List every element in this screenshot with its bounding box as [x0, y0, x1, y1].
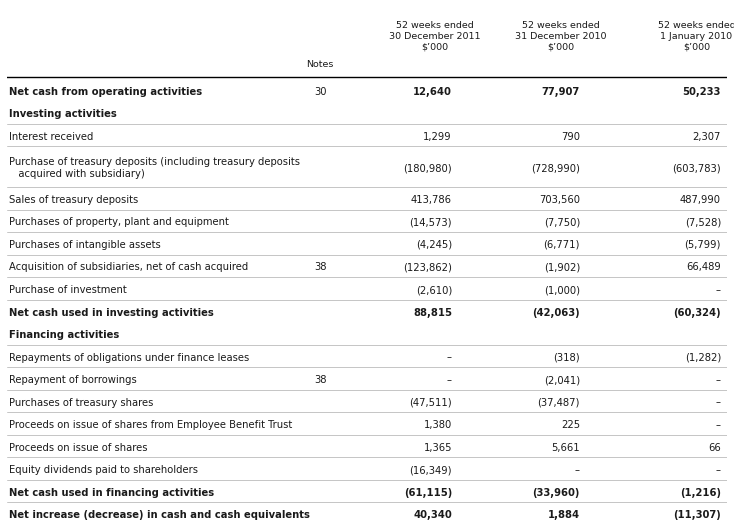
- Text: Net cash from operating activities: Net cash from operating activities: [9, 87, 202, 97]
- Text: 40,340: 40,340: [413, 510, 452, 520]
- Text: (5,799): (5,799): [685, 240, 721, 250]
- Text: 12,640: 12,640: [413, 87, 452, 97]
- Text: (60,324): (60,324): [673, 307, 721, 317]
- Text: (33,960): (33,960): [533, 487, 580, 497]
- Text: 225: 225: [561, 420, 580, 430]
- Text: Equity dividends paid to shareholders: Equity dividends paid to shareholders: [9, 465, 197, 475]
- Text: 1,365: 1,365: [424, 442, 452, 452]
- Text: (2,041): (2,041): [544, 375, 580, 385]
- Text: 1,380: 1,380: [424, 420, 452, 430]
- Text: (4,245): (4,245): [415, 240, 452, 250]
- Text: (1,282): (1,282): [685, 353, 721, 363]
- Text: (1,000): (1,000): [544, 285, 580, 295]
- Text: Net cash used in financing activities: Net cash used in financing activities: [9, 487, 214, 497]
- Text: 66: 66: [708, 442, 721, 452]
- Text: (47,511): (47,511): [410, 398, 452, 408]
- Text: 66,489: 66,489: [686, 262, 721, 272]
- Text: 703,560: 703,560: [539, 195, 580, 205]
- Text: –: –: [575, 465, 580, 475]
- Text: (1,216): (1,216): [680, 487, 721, 497]
- Text: 2,307: 2,307: [693, 131, 721, 142]
- Text: (123,862): (123,862): [403, 262, 452, 272]
- Text: Sales of treasury deposits: Sales of treasury deposits: [9, 195, 138, 205]
- Text: 88,815: 88,815: [413, 307, 452, 317]
- Text: (14,573): (14,573): [410, 218, 452, 228]
- Text: Financing activities: Financing activities: [9, 330, 119, 340]
- Text: –: –: [447, 353, 452, 363]
- Text: Purchases of intangible assets: Purchases of intangible assets: [9, 240, 161, 250]
- Text: 38: 38: [314, 262, 327, 272]
- Text: Purchase of investment: Purchase of investment: [9, 285, 126, 295]
- Text: Purchase of treasury deposits (including treasury deposits
   acquired with subs: Purchase of treasury deposits (including…: [9, 157, 299, 180]
- Text: 50,233: 50,233: [683, 87, 721, 97]
- Text: (16,349): (16,349): [410, 465, 452, 475]
- Text: –: –: [716, 398, 721, 408]
- Text: 790: 790: [561, 131, 580, 142]
- Text: 38: 38: [314, 375, 327, 385]
- Text: 487,990: 487,990: [680, 195, 721, 205]
- Text: (728,990): (728,990): [531, 163, 580, 173]
- Text: (318): (318): [553, 353, 580, 363]
- Text: (42,063): (42,063): [532, 307, 580, 317]
- Text: 413,786: 413,786: [411, 195, 452, 205]
- Text: (6,771): (6,771): [544, 240, 580, 250]
- Text: (1,902): (1,902): [544, 262, 580, 272]
- Text: 52 weeks ended
31 December 2010
$’000: 52 weeks ended 31 December 2010 $’000: [515, 21, 607, 51]
- Text: Notes: Notes: [307, 60, 334, 69]
- Text: Acquisition of subsidiaries, net of cash acquired: Acquisition of subsidiaries, net of cash…: [9, 262, 248, 272]
- Text: (180,980): (180,980): [403, 163, 452, 173]
- Text: (11,307): (11,307): [673, 510, 721, 520]
- Text: 5,661: 5,661: [551, 442, 580, 452]
- Text: (7,528): (7,528): [685, 218, 721, 228]
- Text: Investing activities: Investing activities: [9, 109, 117, 119]
- Text: (2,610): (2,610): [415, 285, 452, 295]
- Text: –: –: [716, 375, 721, 385]
- Text: –: –: [716, 420, 721, 430]
- Text: Interest received: Interest received: [9, 131, 93, 142]
- Text: Purchases of property, plant and equipment: Purchases of property, plant and equipme…: [9, 218, 229, 228]
- Text: (7,750): (7,750): [544, 218, 580, 228]
- Text: 77,907: 77,907: [542, 87, 580, 97]
- Text: Repayments of obligations under finance leases: Repayments of obligations under finance …: [9, 353, 249, 363]
- Text: (37,487): (37,487): [537, 398, 580, 408]
- Text: 52 weeks ended
1 January 2010
$’000: 52 weeks ended 1 January 2010 $’000: [658, 21, 734, 51]
- Text: 1,884: 1,884: [548, 510, 580, 520]
- Text: Net cash used in investing activities: Net cash used in investing activities: [9, 307, 214, 317]
- Text: 30: 30: [314, 87, 327, 97]
- Text: Repayment of borrowings: Repayment of borrowings: [9, 375, 137, 385]
- Text: Purchases of treasury shares: Purchases of treasury shares: [9, 398, 153, 408]
- Text: Net increase (decrease) in cash and cash equivalents: Net increase (decrease) in cash and cash…: [9, 510, 310, 520]
- Text: (603,783): (603,783): [672, 163, 721, 173]
- Text: 52 weeks ended
30 December 2011
$’000: 52 weeks ended 30 December 2011 $’000: [389, 21, 480, 51]
- Text: 1,299: 1,299: [424, 131, 452, 142]
- Text: –: –: [716, 285, 721, 295]
- Text: –: –: [716, 465, 721, 475]
- Text: (61,115): (61,115): [404, 487, 452, 497]
- Text: Proceeds on issue of shares: Proceeds on issue of shares: [9, 442, 148, 452]
- Text: Proceeds on issue of shares from Employee Benefit Trust: Proceeds on issue of shares from Employe…: [9, 420, 292, 430]
- Text: –: –: [447, 375, 452, 385]
